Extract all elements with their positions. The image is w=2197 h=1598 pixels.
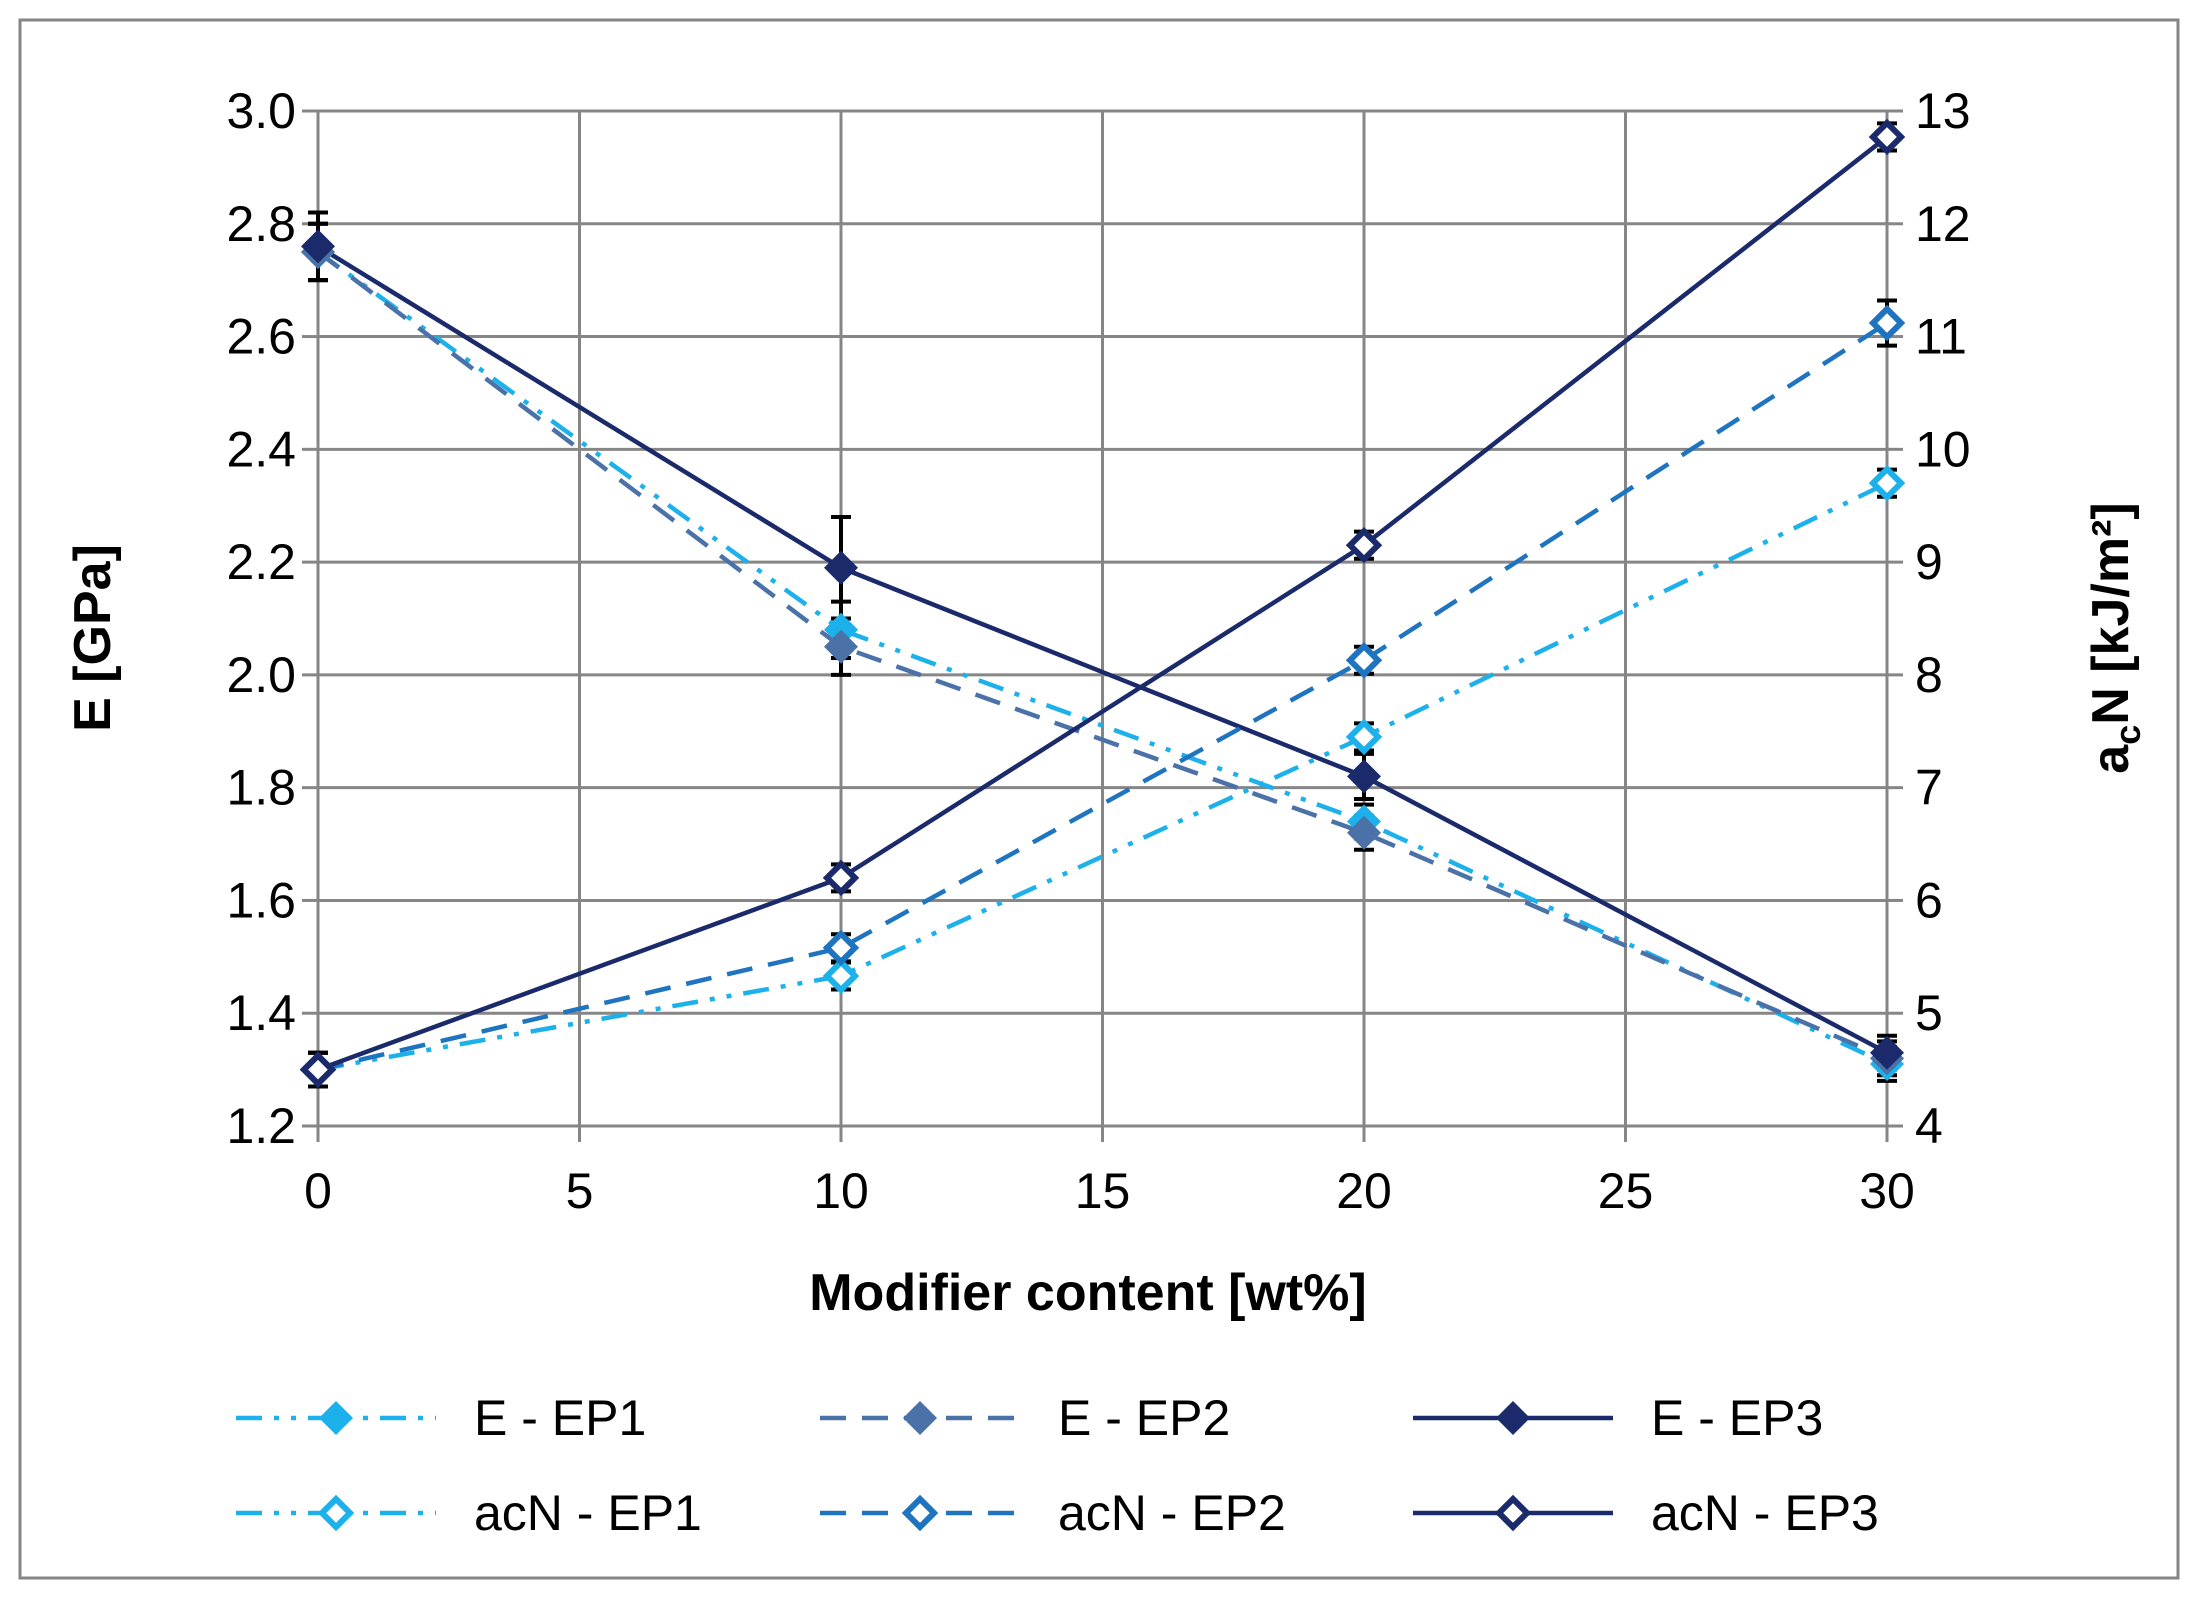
x-tick-label: 25 (1598, 1163, 1654, 1219)
left-tick-labels: 1.2 1.4 1.6 1.8 2.0 2.2 2.4 2.6 2.8 3.0 (226, 83, 296, 1154)
legend-label: acN - EP1 (474, 1485, 702, 1541)
data-point (824, 629, 858, 664)
y-axis-left-title: E [GPa] (64, 544, 122, 732)
y-right-tick-label: 4 (1915, 1098, 1943, 1154)
gridlines (316, 109, 1889, 1126)
data-point (1868, 118, 1906, 156)
legend-marker (319, 1401, 353, 1435)
y-axis-right-title-subscript: c (2107, 725, 2148, 745)
series-line (317, 135, 1889, 1072)
data-point (1345, 526, 1383, 564)
y-left-tick-label: 2.4 (226, 421, 296, 477)
y-left-tick-label: 1.2 (226, 1098, 296, 1154)
legend-label: acN - EP2 (1058, 1485, 1286, 1541)
data-point (1868, 304, 1906, 342)
legend-marker (903, 1401, 937, 1435)
legend-label: E - EP2 (1058, 1390, 1230, 1446)
legend-label: E - EP3 (1651, 1390, 1823, 1446)
x-tick-label: 5 (566, 1163, 594, 1219)
legend-marker (901, 1494, 939, 1532)
y-left-tick-label: 1.8 (226, 760, 296, 816)
x-tick-label: 0 (304, 1163, 332, 1219)
y-right-tick-label: 12 (1915, 196, 1971, 252)
legend: E - EP1 E - EP2 E - EP3 acN - EP1 acN - EP2 a… (236, 1390, 1879, 1541)
series-line (316, 250, 1888, 1067)
series-line (316, 250, 1888, 1061)
data-point (1347, 759, 1381, 794)
y-right-tick-label: 8 (1915, 647, 1943, 703)
y-left-tick-label: 2.6 (226, 309, 296, 365)
y-left-tick-label: 1.6 (226, 872, 296, 928)
y-left-tick-label: 2.0 (226, 647, 296, 703)
data-point (301, 229, 335, 264)
data-point (299, 1051, 337, 1088)
y-right-tick-label: 6 (1915, 872, 1943, 928)
y-right-tick-label: 5 (1915, 985, 1943, 1041)
y-left-tick-label: 3.0 (226, 83, 296, 139)
x-axis-title: Modifier content [wt%] (809, 1264, 1367, 1322)
data-point (1345, 641, 1383, 679)
x-tick-label: 30 (1859, 1163, 1915, 1219)
x-tick-label: 10 (813, 1163, 869, 1219)
y-right-tick-label: 13 (1915, 83, 1971, 139)
legend-marker (1496, 1401, 1530, 1435)
x-tick-label: 20 (1336, 1163, 1392, 1219)
x-tick-label: 15 (1075, 1163, 1131, 1219)
series-line (316, 244, 1889, 1055)
y-left-tick-label: 1.4 (226, 985, 296, 1041)
legend-label: E - EP1 (474, 1390, 646, 1446)
y-right-tick-label: 7 (1915, 760, 1943, 816)
y-axis-right-title-main: a (2082, 744, 2140, 774)
y-left-tick-label: 2.2 (226, 534, 296, 590)
legend-label: acN - EP3 (1651, 1485, 1879, 1541)
legend-marker (317, 1494, 355, 1532)
data-point (1868, 464, 1906, 502)
series-line (317, 321, 1889, 1072)
series-layer (299, 118, 1906, 1089)
data-point (1345, 718, 1383, 756)
y-right-tick-label: 11 (1915, 309, 1967, 365)
y-right-tick-label: 9 (1915, 534, 1943, 590)
right-tick-labels: 4 5 6 7 8 9 10 11 12 13 (1915, 83, 1971, 1154)
data-point (1870, 1035, 1904, 1070)
data-point (1347, 815, 1381, 850)
y-left-tick-label: 2.8 (226, 196, 296, 252)
data-point (822, 957, 860, 995)
data-point (822, 859, 860, 897)
y-right-tick-label: 10 (1915, 421, 1971, 477)
y-axis-right-title-rest: N [kJ/m²] (2082, 502, 2140, 724)
y-axis-right-title: acN [kJ/m²] (2082, 502, 2148, 773)
data-point (822, 929, 860, 967)
chart-border (18, 18, 2180, 1580)
x-tick-labels: 0 5 10 15 20 25 30 (304, 1163, 1915, 1219)
legend-marker (1494, 1494, 1532, 1532)
data-point (824, 550, 858, 585)
